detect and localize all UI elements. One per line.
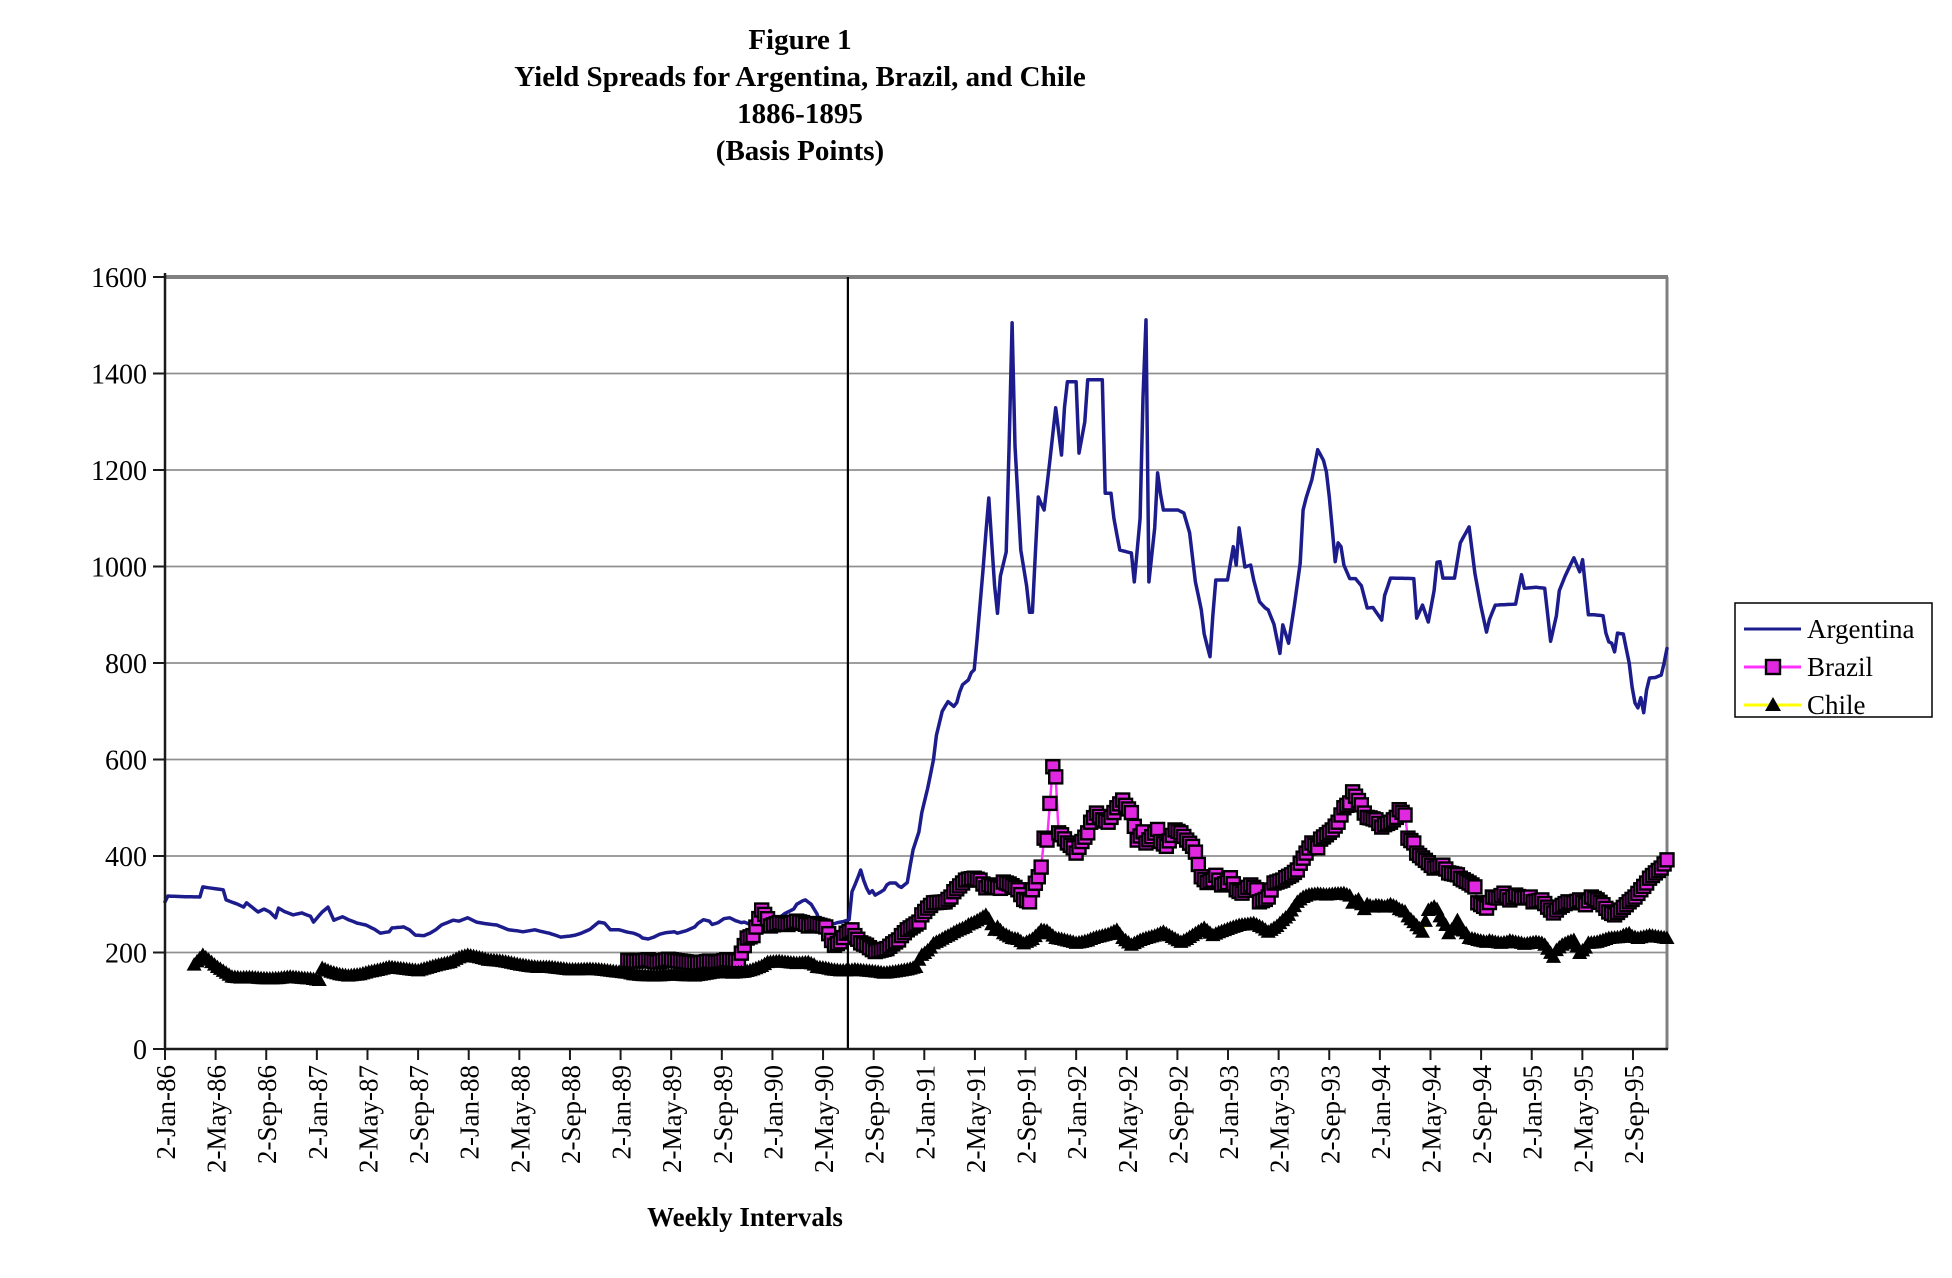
x-tick-label: 2-Sep-90 — [860, 1065, 890, 1164]
legend-label-argentina: Argentina — [1807, 614, 1914, 644]
x-axis-labels: 2-Jan-86 2-May-86 2-Sep-86 2-Jan-87 2-May-87… — [151, 1049, 1649, 1173]
legend-item-chile: Chile — [1744, 690, 1866, 720]
x-tick-label: 2-May-94 — [1416, 1065, 1446, 1173]
x-tick-label: 2-Jan-87 — [303, 1065, 333, 1159]
x-tick-label: 2-May-86 — [202, 1065, 232, 1173]
series-chile — [186, 885, 1675, 987]
plot-border — [164, 275, 1669, 1049]
x-tick-label: 2-Sep-86 — [252, 1065, 282, 1164]
svg-text:800: 800 — [105, 649, 147, 680]
y-axis-labels: 0 200 400 600 800 1000 1200 1400 1600 — [91, 263, 147, 1066]
legend-square-marker-icon — [1764, 658, 1782, 676]
x-tick-label: 2-May-95 — [1568, 1065, 1598, 1173]
x-tick-label: 2-Jan-86 — [151, 1065, 181, 1159]
x-tick-label: 2-Sep-95 — [1619, 1065, 1649, 1164]
x-tick-label: 2-Jan-92 — [1062, 1065, 1092, 1159]
x-tick-label: 2-Jan-91 — [910, 1065, 940, 1159]
svg-text:400: 400 — [105, 842, 147, 873]
figure-title-line-3: 1886-1895 — [737, 98, 863, 130]
svg-text:1000: 1000 — [91, 553, 147, 584]
x-tick-label: 2-May-91 — [961, 1065, 991, 1173]
x-tick-label: 2-Sep-91 — [1012, 1065, 1042, 1164]
x-tick-label: 2-Sep-94 — [1467, 1065, 1497, 1164]
series-argentina-line — [163, 318, 1669, 941]
x-tick-label: 2-Jan-94 — [1366, 1065, 1396, 1160]
x-tick-label: 2-May-92 — [1113, 1065, 1143, 1173]
legend-item-brazil: Brazil — [1744, 652, 1873, 682]
legend: Argentina Brazil Chile — [1734, 602, 1933, 720]
x-tick-label: 2-May-87 — [353, 1065, 383, 1173]
x-tick-label: 2-Jan-90 — [758, 1065, 788, 1159]
x-tick-label: 2-Sep-87 — [404, 1065, 434, 1164]
legend-item-argentina: Argentina — [1744, 614, 1914, 644]
x-tick-label: 2-Jan-93 — [1214, 1065, 1244, 1159]
axes — [153, 273, 1668, 1051]
figure-title-line-2: Yield Spreads for Argentina, Brazil, and… — [514, 61, 1086, 93]
svg-text:1400: 1400 — [91, 360, 147, 391]
svg-text:200: 200 — [105, 939, 147, 970]
x-tick-label: 2-Jan-89 — [607, 1065, 637, 1159]
x-tick-label: 2-May-89 — [657, 1065, 687, 1173]
legend-label-brazil: Brazil — [1807, 652, 1873, 682]
svg-text:1600: 1600 — [91, 263, 147, 294]
x-tick-label: 2-Sep-89 — [708, 1065, 738, 1164]
x-tick-label: 2-Sep-88 — [556, 1065, 586, 1164]
x-tick-label: 2-Sep-92 — [1163, 1065, 1193, 1164]
svg-text:0: 0 — [133, 1035, 147, 1066]
figure-title-line-4: (Basis Points) — [715, 135, 885, 167]
legend-label-chile: Chile — [1807, 690, 1866, 720]
x-tick-label: 2-May-93 — [1265, 1065, 1295, 1173]
x-axis-title: Weekly Intervals — [647, 1202, 843, 1232]
series-argentina — [163, 318, 1669, 941]
x-tick-label: 2-May-88 — [505, 1065, 535, 1173]
svg-text:1200: 1200 — [91, 456, 147, 487]
legend-triangle-marker-icon — [1765, 697, 1781, 711]
series-brazil — [620, 759, 1675, 971]
figure-title-line-1: Figure 1 — [748, 24, 852, 56]
x-tick-label: 2-Jan-95 — [1518, 1065, 1548, 1159]
x-tick-label: 2-May-90 — [809, 1065, 839, 1173]
svg-text:600: 600 — [105, 746, 147, 777]
x-tick-label: 2-Sep-93 — [1315, 1065, 1345, 1164]
x-tick-label: 2-Jan-88 — [455, 1065, 485, 1159]
figure-title: Figure 1 Yield Spreads for Argentina, Br… — [0, 22, 1600, 170]
